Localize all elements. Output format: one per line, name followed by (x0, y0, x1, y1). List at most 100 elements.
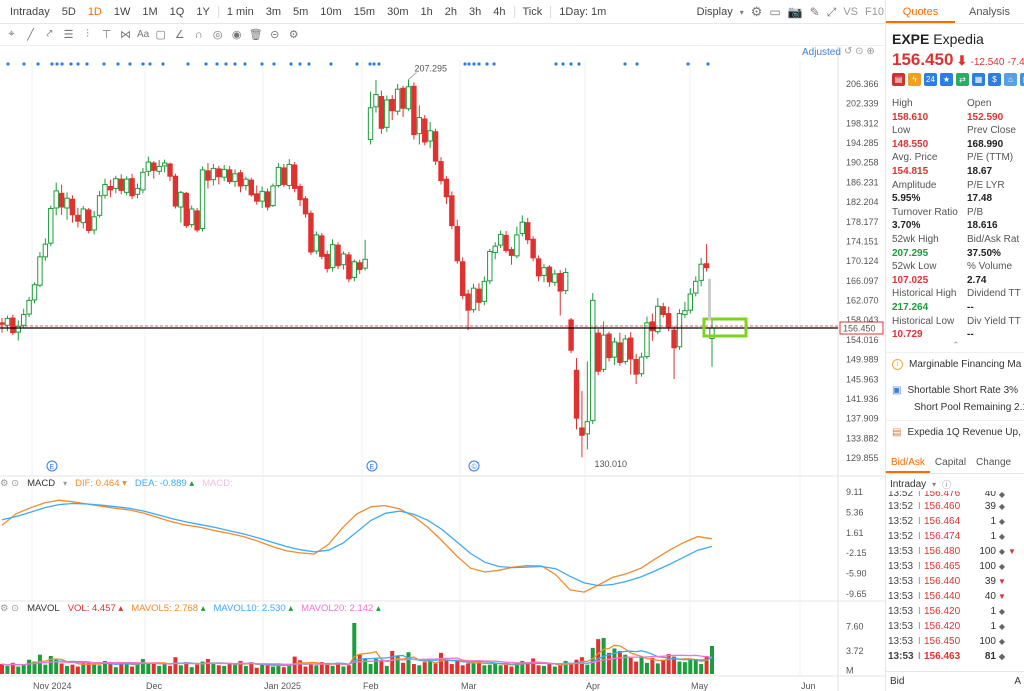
timeframe-tab[interactable]: 1Q (169, 5, 185, 18)
timeframe-tab[interactable]: Intraday (10, 5, 50, 18)
earnings-marker-icon (46, 460, 58, 472)
trade-separator: I (918, 651, 921, 662)
bank-icon[interactable]: ⌂ (1004, 73, 1017, 86)
timeframe-tab[interactable]: 3h (469, 5, 482, 18)
timeframe-tab[interactable]: 5D (61, 5, 76, 18)
timeframe-tab[interactable]: Tick (522, 5, 543, 18)
mavol20-value: 2.142 (349, 603, 374, 614)
note-icon[interactable]: ▢ (155, 29, 166, 41)
rectangle-icon[interactable]: ▭ (769, 5, 781, 19)
fibonacci-icon[interactable]: ⫶ (86, 28, 89, 40)
trade-direction-icon: ◆ (998, 547, 1006, 556)
x-axis-label: Feb (363, 681, 379, 691)
magnet-icon[interactable]: ∩ (194, 28, 203, 41)
swap-icon[interactable]: ⇄ (956, 73, 969, 86)
stat-value: 10.729 (892, 329, 923, 341)
ray-icon[interactable]: ⤤ (46, 28, 53, 40)
event-dot (233, 62, 237, 66)
shortable-row[interactable]: ▣ Shortable Short Rate 3% (886, 378, 1024, 402)
brush-icon[interactable]: ∠ (174, 29, 185, 41)
candle-body (357, 262, 363, 271)
trade-row: 13:52 I 156.474 1 ◆ (888, 529, 1024, 544)
low-annotation: 130.010 (595, 459, 628, 469)
timeframe-tab[interactable]: 1M (142, 5, 158, 18)
candle-body (107, 185, 114, 191)
event-dot (204, 62, 208, 66)
candle-body (270, 185, 276, 207)
tab-analysis[interactable]: Analysis (969, 6, 1010, 18)
volume-bar (672, 656, 677, 674)
dollar-icon[interactable]: $ (988, 73, 1001, 86)
tab-bid-ask[interactable]: Bid/Ask (886, 452, 930, 473)
info-circle-icon[interactable]: ⓘ (942, 480, 952, 490)
timeframe-tab[interactable]: 3m (265, 5, 281, 18)
timeframe-tab[interactable]: 15m (353, 5, 376, 18)
eye-icon[interactable]: ◉ (231, 29, 242, 41)
timeframe-tab[interactable]: 5m (293, 5, 309, 18)
trend-line-icon[interactable]: ╱ (27, 29, 34, 41)
macd-dropdown-icon[interactable]: ▾ (63, 479, 68, 488)
marginable-row[interactable]: i Marginable Financing Ma (886, 352, 1024, 376)
vs-button[interactable]: VS (843, 6, 859, 18)
display-button[interactable]: Display (696, 6, 733, 18)
intraday-select-value[interactable]: Intraday (890, 479, 927, 490)
toolbar-settings-icon[interactable]: ⚙ (288, 29, 299, 41)
pen-icon[interactable]: ✎ (809, 5, 820, 19)
volume-bar (205, 659, 210, 674)
pattern-icon[interactable]: ⋈ (120, 29, 131, 41)
reset-icon[interactable]: ↺ ⊙ ⊕ (844, 46, 875, 57)
chart-icon[interactable]: ▦ (972, 73, 985, 86)
timeframe-tab[interactable]: 2h (444, 5, 457, 18)
link-icon[interactable]: ⊝ (270, 29, 280, 41)
timeframe-tab[interactable]: 1Day: 1m (559, 5, 607, 18)
chart-area[interactable]: 206.366 202.339 198.312 194.285 190.258 186.2… (0, 46, 885, 691)
macd-name[interactable]: MACD (27, 478, 56, 489)
macd-settings-icon[interactable]: ⚙ ⊙ (0, 478, 20, 489)
lightning-icon[interactable]: ϟ (908, 73, 921, 86)
timeframe-tab[interactable]: 1D (87, 5, 102, 18)
bus-icon[interactable]: ▣ (1020, 73, 1024, 86)
stat-row: Low Prev Close (892, 125, 1024, 139)
volume-bar (184, 662, 189, 674)
camera-icon[interactable]: 📷 (787, 5, 803, 19)
news-row[interactable]: ▤ Expedia 1Q Revenue Up, (886, 420, 1024, 444)
timeframe-tab[interactable]: 1h (420, 5, 433, 18)
timeframe-tab[interactable]: 30m (387, 5, 409, 18)
mavol-settings-icon[interactable]: ⚙ ⊙ (0, 603, 20, 614)
candle-body (86, 209, 92, 231)
f10-button[interactable]: F10 (865, 6, 884, 18)
price-chart-svg[interactable]: 206.366 202.339 198.312 194.285 190.258 186.2… (0, 46, 885, 691)
trade-direction-icon: ◆ (998, 607, 1006, 616)
stat-value: 148.550 (892, 138, 929, 150)
trade-direction-icon: ◆ (998, 562, 1006, 571)
tab-capital[interactable]: Capital (934, 457, 967, 468)
expand-icon[interactable]: ⤢ (826, 4, 837, 19)
24h-icon[interactable]: 24 (924, 73, 937, 86)
candle-body (26, 299, 32, 315)
timeframe-tab[interactable]: 10m (320, 5, 342, 18)
star-icon[interactable]: ★ (940, 73, 953, 86)
timeframe-tab[interactable]: 1W (113, 5, 131, 18)
timeframe-tab[interactable]: 4h (493, 5, 506, 18)
mavol-name[interactable]: MAVOL (27, 603, 60, 614)
adjusted-label[interactable]: Adjusted (802, 47, 841, 58)
tab-change[interactable]: Change (976, 457, 1012, 468)
trash-icon[interactable]: 🗑 (248, 29, 263, 41)
volume-bar (498, 665, 503, 674)
collapse-icon[interactable]: ⌃ (952, 340, 960, 350)
ticker: EXPE (892, 31, 930, 47)
candle-body (389, 98, 395, 112)
text-icon[interactable]: Aa (137, 29, 150, 40)
intraday-select[interactable]: Intraday ▾ ⓘ (890, 478, 951, 491)
stat-label: Avg. Price (892, 152, 938, 164)
crosshair-icon[interactable]: ⌖ (8, 28, 15, 40)
measure-icon[interactable]: ⊤ (101, 29, 112, 41)
timeframe-tab[interactable]: 1Y (196, 5, 210, 18)
multi-line-icon[interactable]: ☰ (63, 29, 74, 41)
stat-row: 107.025 2.74 (892, 275, 1024, 289)
lock-icon[interactable]: ◎ (212, 29, 223, 41)
volume-bar (563, 660, 568, 674)
settings-icon[interactable]: ⚙ (750, 4, 763, 19)
timeframe-tab[interactable]: 1 min (226, 5, 254, 18)
tab-quotes[interactable]: Quotes (886, 0, 955, 23)
